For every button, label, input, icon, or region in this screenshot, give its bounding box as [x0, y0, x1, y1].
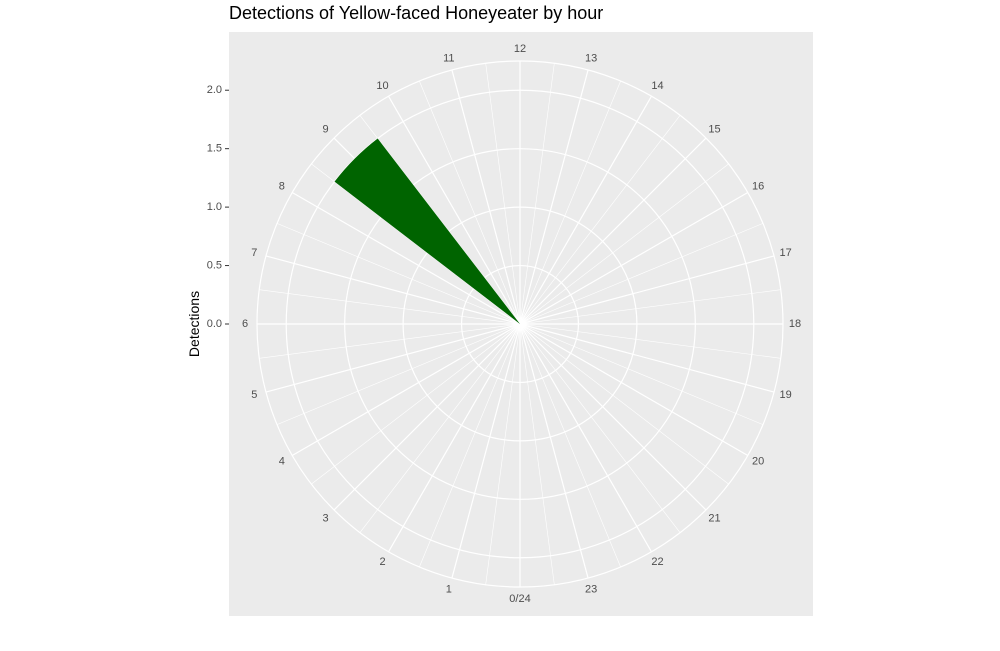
- x-tick-label: 9: [322, 124, 328, 136]
- minor-angle-gridline: [259, 323, 521, 359]
- angle-gridline: [387, 95, 521, 325]
- x-tick-label: 22: [651, 556, 663, 568]
- minor-angle-gridline: [311, 323, 521, 485]
- bar-layer: [334, 138, 520, 324]
- y-axis: 0.0 0.5 1.0 1.5 2.0: [207, 84, 229, 330]
- x-tick-label: 1: [446, 584, 452, 596]
- x-tick-label: 21: [708, 512, 720, 524]
- x-tick-label: 15: [708, 124, 720, 136]
- angle-gridline: [291, 323, 521, 457]
- minor-angle-gridline: [519, 63, 555, 325]
- angle-gridline: [265, 255, 521, 325]
- x-tick-label: 10: [376, 80, 388, 92]
- y-tick-label: 2.0: [207, 84, 222, 96]
- minor-angle-gridline: [359, 323, 521, 533]
- radial-gridline: [344, 148, 696, 500]
- minor-angle-gridline: [519, 115, 681, 325]
- angle-gridline: [519, 95, 653, 325]
- angle-gridline: [451, 69, 521, 325]
- minor-angle-gridline: [519, 163, 729, 325]
- angle-gridline: [519, 69, 589, 325]
- minor-angle-gridline: [519, 323, 781, 359]
- angle-gridline: [519, 323, 707, 511]
- x-tick-label: 12: [514, 43, 526, 55]
- radial-gridline: [402, 206, 638, 442]
- x-tick-label: 3: [322, 512, 328, 524]
- angle-gridline: [265, 323, 521, 393]
- x-tick-label: 19: [780, 389, 792, 401]
- x-tick-label: 14: [651, 80, 663, 92]
- bar-hour-9: [334, 138, 520, 324]
- radial-gridline: [460, 264, 580, 384]
- minor-angle-gridline: [519, 80, 621, 325]
- angle-gridline: [387, 323, 521, 553]
- angle-gridline: [519, 323, 749, 457]
- minor-angle-gridline: [485, 63, 521, 325]
- angle-gridline: [333, 323, 521, 511]
- x-tick-labels: 0/24123456789101112131415161718192021222…: [242, 43, 801, 605]
- x-tick-label: 23: [585, 584, 597, 596]
- x-tick-label: 4: [279, 456, 285, 468]
- minor-angle-gridline: [519, 323, 621, 568]
- angle-gridline: [519, 255, 775, 325]
- minor-angle-gridline: [485, 323, 521, 585]
- x-tick-label: 7: [251, 247, 257, 259]
- angle-gridline: [451, 323, 521, 579]
- minor-angle-gridline: [419, 323, 521, 568]
- x-tick-label: 17: [780, 247, 792, 259]
- minor-angle-gridline: [419, 80, 521, 325]
- x-tick-label: 8: [279, 181, 285, 193]
- x-tick-label: 18: [789, 318, 801, 330]
- minor-angle-gridline: [519, 323, 681, 533]
- minor-angle-gridline: [259, 289, 521, 325]
- y-tick-label: 1.5: [207, 143, 222, 155]
- y-tick-label: 1.0: [207, 201, 222, 213]
- x-tick-label: 11: [443, 52, 454, 64]
- angle-gridline: [519, 323, 653, 553]
- chart-title: Detections of Yellow-faced Honeyeater by…: [229, 3, 604, 23]
- x-tick-label: 20: [752, 456, 764, 468]
- minor-angle-gridline: [276, 323, 521, 425]
- angle-gridline: [519, 323, 775, 393]
- minor-angle-gridline: [519, 323, 729, 485]
- minor-angle-gridline: [519, 323, 764, 425]
- x-tick-label: 6: [242, 318, 248, 330]
- angle-gridline: [519, 137, 707, 325]
- y-tick-label: 0.5: [207, 260, 222, 272]
- angle-gridline: [291, 191, 521, 325]
- x-tick-label: 0/24: [509, 593, 530, 605]
- x-tick-label: 16: [752, 181, 764, 193]
- angle-gridline: [519, 191, 749, 325]
- x-tick-label: 13: [585, 52, 597, 64]
- y-tick-label: 0.0: [207, 318, 222, 330]
- minor-angle-gridline: [519, 223, 764, 325]
- x-tick-label: 2: [379, 556, 385, 568]
- angle-gridline: [519, 323, 589, 579]
- outer-gridline: [256, 60, 784, 588]
- minor-angle-gridline: [519, 323, 555, 585]
- minor-angle-gridline: [519, 289, 781, 325]
- radial-gridline: [285, 89, 755, 559]
- x-tick-label: 5: [251, 389, 257, 401]
- minor-angle-gridline: [276, 223, 521, 325]
